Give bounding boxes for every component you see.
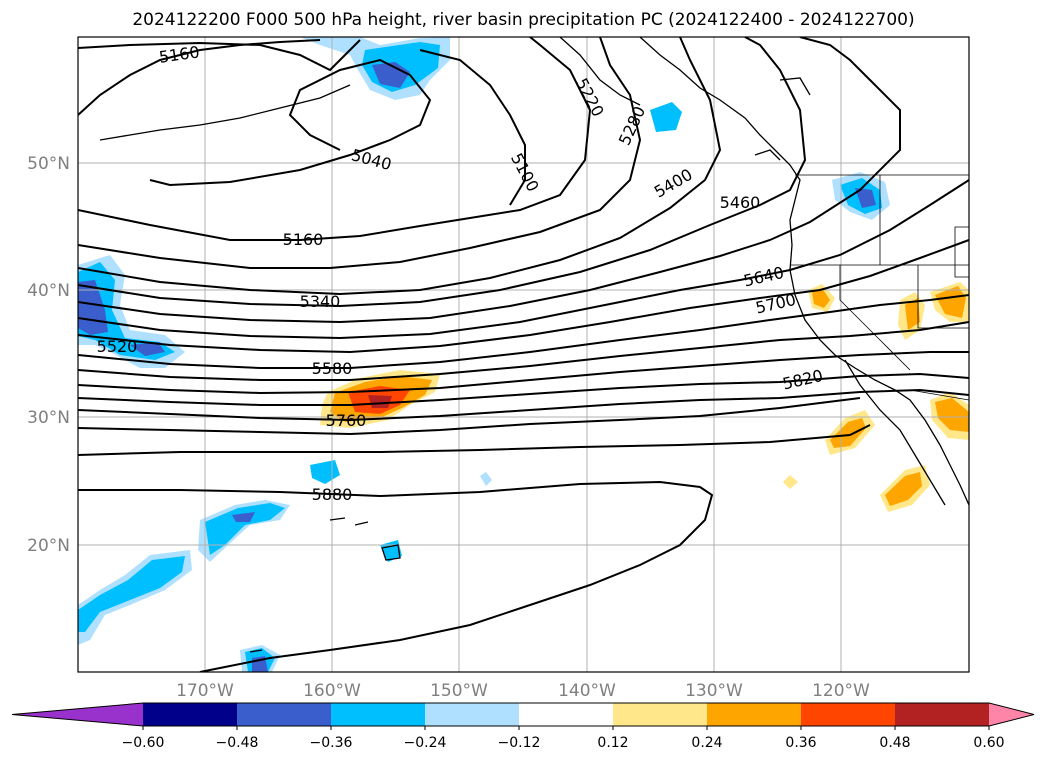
precip-positive-area [783,475,798,489]
colorbar-tick-label: −0.36 [310,735,353,751]
latitude-labels: 50°N 40°N 30°N 20°N [27,154,70,556]
contour-label: 5340 [300,292,341,311]
lat-label: 50°N [27,154,70,174]
precip-negative-area [855,188,876,208]
precip-shading [78,37,969,672]
colorbar-tick-label: 0.36 [785,735,816,751]
colorbar-min-extension [12,703,143,726]
precip-negative-area [78,262,175,360]
contour-line [78,480,714,672]
height-contours [78,37,969,672]
precip-positive-area [812,288,830,308]
contour-line [78,179,969,340]
contour-label: 5580 [312,359,353,378]
political-borders [790,174,969,401]
colorbar-segment [331,703,425,726]
contour-label: 5520 [97,337,138,356]
lon-label: 140°W [558,681,616,701]
precip-positive-area [935,286,966,318]
colorbar-segment [425,703,519,726]
plot-area: 5160 5220 5280 5040 5100 5400 5460 5160 … [78,37,969,672]
colorbar-tick-label: 0.48 [879,735,910,751]
contour-line [78,37,722,296]
contour-line [78,239,969,354]
contour-line [78,37,642,269]
contour-line [78,37,901,324]
lon-label: 120°W [812,681,870,701]
precip-positive-area [935,398,969,432]
colorbar-segment [237,703,331,726]
map-title: 2024122200 F000 500 hPa height, river ba… [132,10,915,30]
contour-line [78,294,969,369]
lon-label: 160°W [303,681,361,701]
precip-negative-area [78,556,185,632]
contour-line [78,397,861,436]
longitude-labels: 170°W 160°W 150°W 140°W 130°W 120°W [176,681,870,701]
colorbar-segment [895,703,989,726]
map-frame [77,36,970,673]
colorbar-tick-label: −0.48 [216,735,259,751]
precip-negative-area [650,102,682,132]
colorbar-tick-label: 0.12 [597,735,628,751]
lat-label: 20°N [27,536,70,556]
contour-line [78,37,807,308]
colorbar-max-extension [989,703,1034,726]
precip-negative-area [480,472,492,486]
contour-line [149,58,432,187]
contour-line [78,321,969,381]
contour-line [78,372,969,406]
colorbar-tick-label: 0.24 [691,735,722,751]
contour-line [78,39,321,116]
precip-positive-area [905,298,920,330]
contour-label: 5460 [720,193,761,212]
colorbar-tick-label: −0.60 [122,735,165,751]
contour-line [78,37,592,241]
colorbar-segment [707,703,801,726]
colorbar-segment [613,703,707,726]
colorbar-tick-label: −0.12 [498,735,541,751]
colorbar: −0.60 −0.48 −0.36 −0.24 −0.12 0.12 0.24 0.36 0.4… [11,702,1035,751]
lat-label: 30°N [27,408,70,428]
colorbar-segment [143,703,237,726]
colorbar-tick-label: 0.60 [973,735,1004,751]
precip-negative-area [372,62,410,88]
contour-line [78,351,969,395]
precip-positive-area [830,418,866,448]
contour-line [78,39,361,72]
contour-line [78,424,871,456]
lat-label: 40°N [27,281,70,301]
contour-label: 5160 [283,230,324,249]
lon-label: 170°W [176,681,234,701]
contour-label: 5760 [326,411,367,430]
lon-label: 130°W [685,681,743,701]
colorbar-segment [519,703,613,726]
contour-line [419,49,526,206]
precip-negative-area [205,503,285,555]
contour-label: 5880 [312,485,353,504]
lon-label: 150°W [430,681,488,701]
precip-negative-area [130,342,165,356]
colorbar-tick-label: −0.24 [404,735,447,751]
precip-positive-area [885,472,922,506]
precip-positive-area [368,395,392,408]
precip-negative-area [232,512,255,522]
colorbar-segment [801,703,895,726]
contour-line [78,388,969,422]
